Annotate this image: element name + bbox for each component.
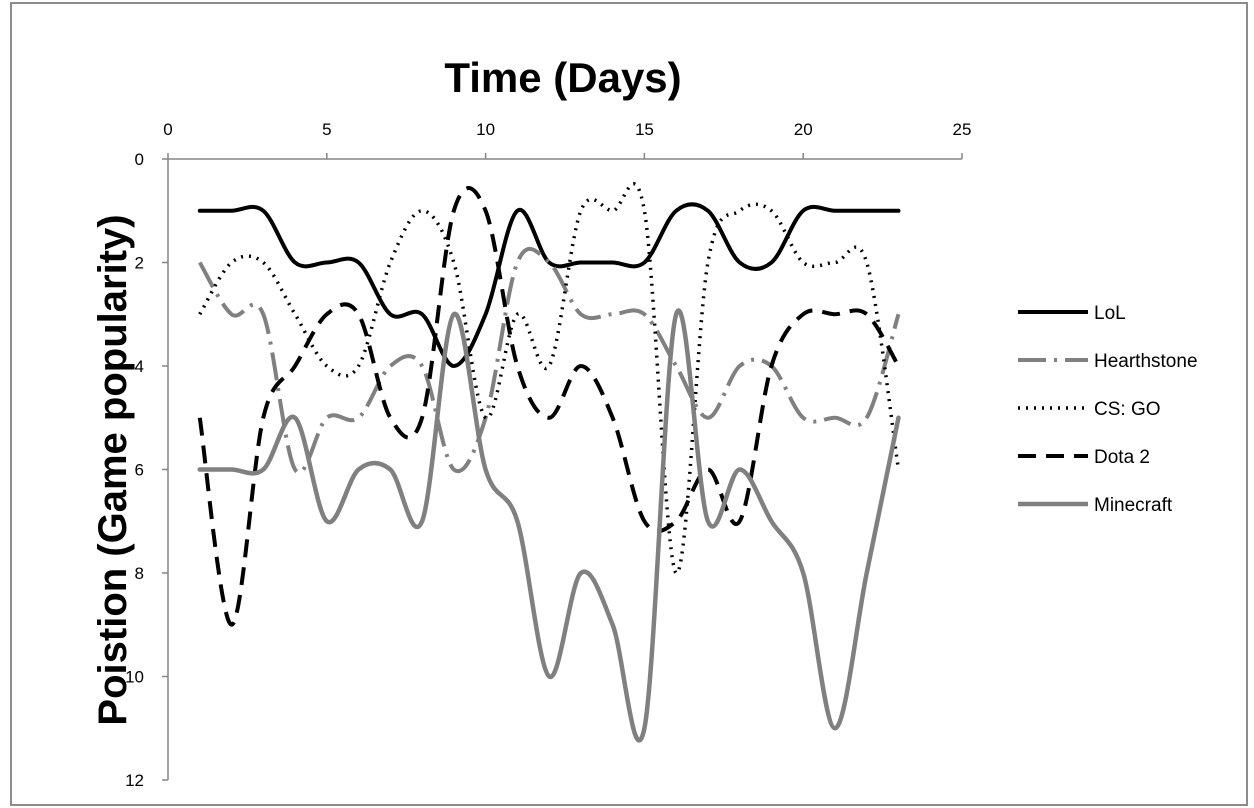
legend-label-minecraft: Minecraft xyxy=(1094,495,1173,516)
y-tick-label: 10 xyxy=(125,668,144,687)
y-tick-label: 0 xyxy=(135,150,144,169)
x-axis-title: Time (Days) xyxy=(444,54,681,101)
y-tick-label: 2 xyxy=(135,254,144,273)
axes: 0 5 10 15 20 25 0 2 4 6 8 10 12 xyxy=(125,120,971,790)
series-lines xyxy=(197,182,901,743)
y-tick-label: 8 xyxy=(135,564,144,583)
series-line-dota-2 xyxy=(197,186,901,627)
series-line-minecraft xyxy=(197,308,901,743)
legend: LoL Hearthstone CS: GO Dota 2 Minecraft xyxy=(1018,303,1198,516)
y-tick-label: 4 xyxy=(135,357,144,376)
legend-label-hearthstone: Hearthstone xyxy=(1094,351,1198,372)
x-tick-label: 15 xyxy=(635,120,654,139)
series-line-cs-go xyxy=(198,182,901,575)
x-tick-label: 20 xyxy=(794,120,813,139)
y-tick-label: 12 xyxy=(125,771,144,790)
x-tick-label: 5 xyxy=(322,120,331,139)
series-line-lol xyxy=(197,202,901,368)
y-tick-label: 6 xyxy=(135,461,144,480)
legend-label-lol: LoL xyxy=(1094,303,1126,324)
chart-frame xyxy=(10,2,1248,806)
x-tick-label: 25 xyxy=(953,120,972,139)
legend-label-cs-go: CS: GO xyxy=(1094,399,1161,420)
x-tick-label: 0 xyxy=(163,120,172,139)
x-tick-label: 10 xyxy=(476,120,495,139)
series-line-hearthstone xyxy=(198,246,901,475)
y-axis-title: Poistion (Game popularity) xyxy=(91,214,135,725)
legend-label-dota-2: Dota 2 xyxy=(1094,447,1150,468)
